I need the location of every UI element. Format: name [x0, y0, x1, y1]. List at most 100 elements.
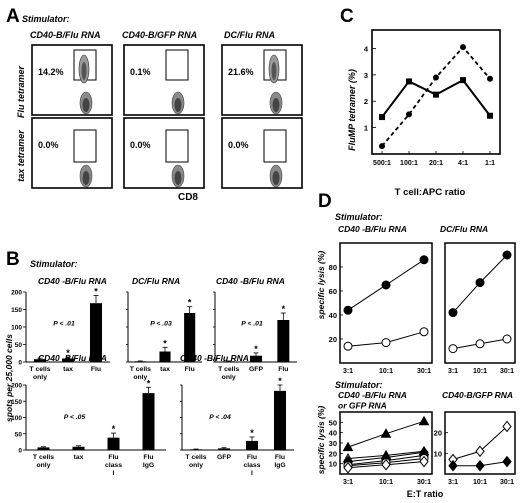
tetramer-positive-core	[271, 62, 277, 80]
panel-d-ylabel-bottom: specific lysis (%)	[316, 406, 326, 475]
category-label: tax	[160, 366, 170, 373]
chart-title: DC/Flu RNA	[132, 276, 180, 286]
data-point-circle	[433, 74, 439, 81]
bar	[134, 361, 146, 362]
panel-a: Stimulator: CD40-B/Flu RNA CD40-B/GFP RN…	[16, 14, 303, 203]
data-point-square	[460, 77, 466, 84]
category-label: IgG	[274, 462, 285, 469]
y-tick-label: 50	[15, 431, 23, 438]
category-label: only	[189, 462, 203, 469]
data-point-square	[487, 112, 493, 119]
gate-percentage: 14.2%	[38, 67, 64, 77]
flow-plot-frame	[31, 44, 113, 116]
data-point-open-circle	[343, 341, 353, 351]
x-tick-label: 500:1	[373, 160, 391, 167]
significance-star: *	[188, 298, 192, 308]
tetramer-positive-core	[81, 62, 87, 80]
y-tick-label: 1	[364, 124, 368, 133]
panel-d-stimulator-top: Stimulator:	[335, 212, 383, 222]
x-tick-label: 10:1	[379, 479, 393, 486]
panel-c-xlabel: T cell:APC ratio	[395, 187, 466, 198]
x-tick-label: 3:1	[448, 368, 458, 375]
y-tick-label: 20	[434, 429, 442, 438]
flow-plot-r1-c2: 0.0%	[221, 117, 303, 189]
category-label: only	[37, 462, 51, 469]
bar	[184, 313, 196, 362]
flow-plot-frame	[123, 117, 205, 189]
y-tick-label: 60	[329, 287, 337, 296]
y-tick-label: 200	[11, 290, 22, 297]
category-label: I	[113, 470, 115, 477]
category-label: IgG	[143, 462, 154, 469]
data-point-open-diamond	[419, 455, 429, 468]
y-tick-label: 50	[329, 418, 337, 427]
data-point-filled-diamond	[475, 459, 485, 472]
y-tick-label: 10	[434, 449, 442, 458]
panel-d-stimulator-bottom: Stimulator:	[335, 380, 383, 390]
significance-star: *	[282, 304, 286, 314]
lysis-chart-d1: CD40 -B/Flu RNA 20 40 60 80 3:1 10:1 30:1	[329, 224, 433, 375]
x-tick-label: 30:1	[417, 479, 431, 486]
y-tick-label: 150	[11, 399, 22, 406]
category-label: T cells	[218, 366, 239, 373]
category-label: tax	[74, 454, 84, 461]
data-point-square	[433, 91, 439, 98]
significance-star: *	[147, 378, 151, 388]
gate-rectangle	[165, 49, 189, 81]
data-point-filled-circle	[448, 308, 458, 318]
data-point-filled-triangle	[342, 441, 354, 452]
y-tick-label: 2	[364, 97, 368, 106]
chart-title: CD40 -B/Flu RNA	[216, 276, 285, 286]
category-label: Flu	[278, 366, 288, 373]
category-label: T cells	[29, 366, 50, 373]
y-tick-label: 40	[329, 429, 337, 438]
significance-star: *	[250, 428, 254, 438]
bar	[190, 449, 202, 450]
p-value-annotation: P < .05	[64, 414, 86, 421]
cell-population-core	[272, 98, 280, 112]
chart-title-line-1: or GFP RNA	[338, 401, 387, 411]
panel-d: Stimulator: Stimulator: specific lysis (…	[316, 212, 516, 499]
chart-title: CD40 -B/Flu RNA	[38, 276, 107, 286]
gate-rectangle	[263, 129, 287, 163]
significance-star: *	[163, 338, 167, 348]
y-tick-label: 30	[329, 439, 337, 448]
data-point-filled-circle	[502, 250, 512, 260]
data-point-filled-circle	[419, 255, 429, 265]
y-tick-label: 40	[329, 311, 337, 320]
category-label: Flu	[247, 454, 257, 461]
category-label: I	[251, 470, 253, 477]
line-chart-c: 1 2 3 4 500:1 100:1 20:1 4:1 1:1	[364, 29, 501, 167]
bar	[274, 390, 286, 450]
data-point-filled-diamond	[502, 455, 512, 468]
gate-percentage: 0.0%	[130, 140, 151, 150]
flow-plot-r1-c0: 0.0%	[31, 117, 113, 189]
panel-letter-d: D	[318, 191, 332, 212]
data-point-open-diamond	[475, 445, 485, 458]
panel-letter-b: B	[6, 249, 20, 270]
panel-b-ylabel: spots per 25,000 cells	[4, 334, 14, 422]
bar	[107, 437, 120, 450]
y-tick-label: 100	[11, 415, 22, 422]
category-label: tax	[63, 366, 73, 373]
y-tick-label: 0	[18, 448, 22, 455]
bar	[159, 351, 171, 362]
chart-title-line-0: CD40 -B/Flu RNA	[338, 390, 407, 400]
y-tick-label: 10	[329, 460, 337, 469]
bar	[62, 358, 74, 362]
y-tick-label: 100	[11, 325, 22, 332]
category-label: T cells	[130, 366, 151, 373]
panel-b: Stimulator: spots per 25,000 cells CD40 …	[4, 259, 297, 477]
panel-b-stimulator-label: Stimulator:	[30, 259, 78, 269]
data-point-filled-circle	[381, 280, 391, 290]
data-point-filled-triangle	[380, 428, 392, 438]
gate-rectangle	[73, 129, 97, 163]
category-label: GFP	[249, 366, 263, 373]
bar	[34, 359, 46, 362]
panel-letter-c: C	[340, 6, 354, 27]
category-label: only	[133, 374, 147, 381]
